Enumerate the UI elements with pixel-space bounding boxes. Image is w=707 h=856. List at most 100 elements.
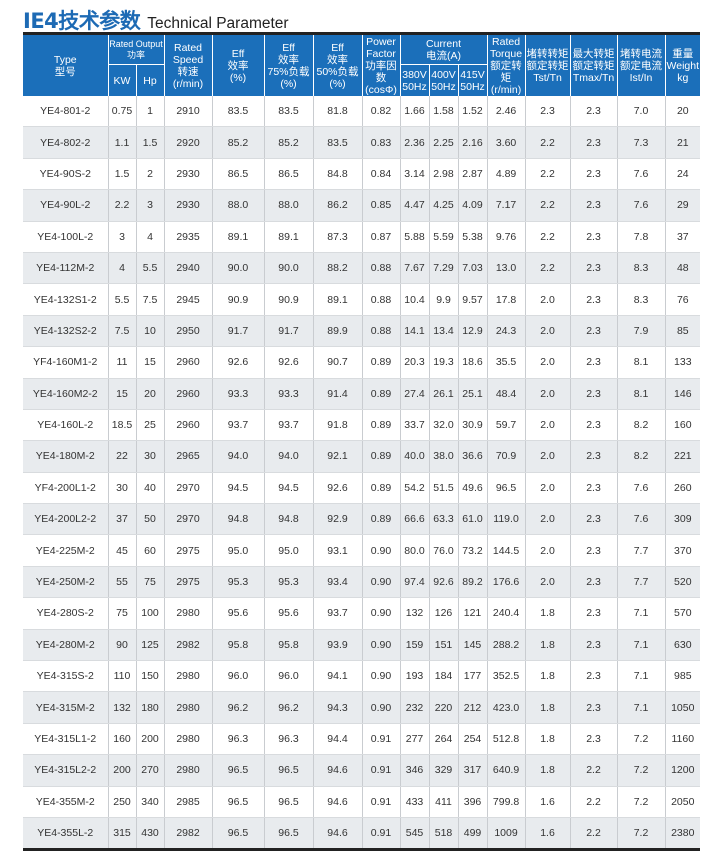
- table-cell: 1200: [664, 754, 701, 787]
- table-row: YE4-160M2-2 15 20 2960 93.3 93.3 91.4 0.89 27.4 2…: [23, 378, 701, 410]
- table-cell: 329: [428, 754, 459, 787]
- header-power-factor: Power Factor 功率因数 (cosΦ): [361, 33, 401, 96]
- table-cell: 7.9: [616, 315, 666, 348]
- table-cell: 2.2: [524, 126, 571, 159]
- table-cell: 499: [457, 817, 488, 851]
- table-cell: 159: [399, 629, 430, 662]
- table-cell: 30.9: [457, 409, 488, 442]
- table-body: YE4-801-2 0.75 1 2910 83.5 83.5 81.8 0.82 1.66 1.…: [23, 96, 701, 851]
- table-cell: 126: [428, 597, 459, 630]
- header-line: 50Hz: [431, 80, 456, 93]
- table-cell: 430: [135, 817, 165, 851]
- table-cell: 90: [107, 629, 136, 662]
- table-cell: 2.36: [399, 126, 430, 159]
- table-cell: 288.2: [486, 629, 526, 662]
- table-cell: 73.2: [457, 534, 488, 567]
- table-cell: 2: [135, 158, 165, 191]
- header-line: 堵转电流: [620, 47, 663, 60]
- cell-type: YF4-160M1-2: [23, 346, 108, 379]
- table-cell: 396: [457, 786, 488, 818]
- table-cell: 2945: [163, 283, 213, 316]
- table-cell: 50: [135, 503, 165, 536]
- table-cell: 2.3: [569, 346, 618, 379]
- cell-type: YE4-200L2-2: [23, 503, 108, 536]
- table-cell: 35.5: [486, 346, 526, 379]
- table-cell: 2.0: [524, 346, 571, 379]
- table-cell: 83.5: [263, 96, 314, 128]
- table-cell: 2960: [163, 409, 213, 442]
- table-cell: 88.2: [312, 252, 363, 285]
- table-cell: 2980: [163, 754, 213, 787]
- table-cell: 1.8: [524, 754, 571, 787]
- header-line: Ist/In: [629, 71, 653, 84]
- header-line: Eff: [282, 41, 295, 54]
- header-line: 电流(A): [426, 49, 462, 62]
- technical-parameter-table: Type 型号 Rated Output 功率 Rated Speed 转速 (r/min…: [23, 32, 701, 852]
- table-cell: 2930: [163, 189, 213, 222]
- table-cell: 96.5: [211, 786, 265, 818]
- table-cell: 7.29: [428, 252, 459, 285]
- cell-type: YE4-112M-2: [23, 252, 108, 285]
- header-hp: Hp: [135, 64, 165, 96]
- table-cell: 5.5: [135, 252, 165, 285]
- header-line: (%): [329, 77, 346, 90]
- table-row: YE4-315S-2 110 150 2980 96.0 96.0 94.1 0.90 193 1…: [23, 660, 701, 693]
- table-cell: 180: [135, 691, 165, 724]
- table-cell: 20: [664, 96, 701, 128]
- header-line: 额定转矩: [526, 59, 569, 72]
- table-cell: 26.1: [428, 378, 459, 410]
- table-cell: 3.14: [399, 158, 430, 191]
- table-cell: 2965: [163, 440, 213, 473]
- table-cell: 96.5: [486, 472, 526, 505]
- table-cell: 15: [107, 378, 136, 410]
- table-cell: 2.0: [524, 472, 571, 505]
- table-cell: 2.25: [428, 126, 459, 159]
- table-cell: 7.1: [616, 691, 666, 724]
- table-cell: 93.7: [312, 597, 363, 630]
- table-cell: 7.1: [616, 660, 666, 693]
- table-cell: 45: [107, 534, 136, 567]
- table-cell: 2.2: [569, 786, 618, 818]
- table-cell: 94.5: [211, 472, 265, 505]
- header-line: 效率: [278, 53, 300, 66]
- table-cell: 55: [107, 566, 136, 599]
- table-cell: 799.8: [486, 786, 526, 818]
- table-cell: 0.90: [361, 597, 401, 630]
- table-cell: 84.8: [312, 158, 363, 191]
- table-cell: 92.6: [312, 472, 363, 505]
- table-row: YE4-250M-2 55 75 2975 95.3 95.3 93.4 0.90 97.4 92…: [23, 566, 701, 599]
- table-cell: 2.3: [569, 283, 618, 316]
- table-cell: 2.3: [569, 158, 618, 191]
- table-cell: 2.3: [569, 534, 618, 567]
- table-cell: 7.2: [616, 817, 666, 851]
- table-cell: 89.1: [312, 283, 363, 316]
- table-cell: 90.0: [263, 252, 314, 285]
- table-cell: 20: [135, 378, 165, 410]
- table-cell: 94.1: [312, 660, 363, 693]
- table-cell: 2.3: [569, 409, 618, 442]
- table-cell: 0.91: [361, 786, 401, 818]
- table-cell: 8.2: [616, 409, 666, 442]
- table-cell: 1.6: [524, 817, 571, 851]
- table-cell: 93.1: [312, 534, 363, 567]
- table-cell: 2.3: [569, 660, 618, 693]
- table-cell: 89.9: [312, 315, 363, 348]
- table-cell: 96.2: [211, 691, 265, 724]
- table-cell: 96.5: [263, 817, 314, 851]
- header-line: Power: [366, 35, 396, 48]
- table-cell: 32.0: [428, 409, 459, 442]
- table-cell: 2.3: [569, 315, 618, 348]
- table-cell: 2.3: [569, 723, 618, 756]
- table-cell: 85: [664, 315, 701, 348]
- table-cell: 14.1: [399, 315, 430, 348]
- table-cell: 95.3: [211, 566, 265, 599]
- table-cell: 2940: [163, 252, 213, 285]
- table-cell: 7.7: [616, 534, 666, 567]
- table-cell: 91.7: [263, 315, 314, 348]
- table-cell: 545: [399, 817, 430, 851]
- table-cell: 200: [135, 723, 165, 756]
- table-cell: 2.87: [457, 158, 488, 191]
- table-cell: 49.6: [457, 472, 488, 505]
- header-line: (cosΦ): [365, 83, 397, 96]
- header-line: 380V: [402, 68, 427, 81]
